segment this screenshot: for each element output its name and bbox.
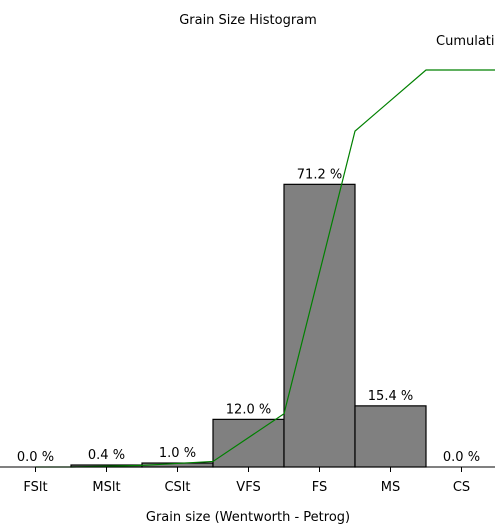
cumulative-legend-label: Cumulati	[436, 34, 495, 49]
x-tick-label: FS	[312, 480, 328, 495]
data-label: 1.0 %	[159, 446, 196, 461]
x-tick-label: VFS	[236, 480, 260, 495]
data-labels-layer: 0.0 % 0.4 % 1.0 % 12.0 % 71.2 % 15.4 % 0.0 %	[17, 167, 480, 465]
x-tick-label: CSlt	[164, 480, 190, 495]
data-label: 15.4 %	[368, 389, 413, 404]
x-axis: FSlt MSlt CSlt VFS FS MS CS	[0, 466, 495, 495]
cumulative-line-layer	[35, 69, 495, 468]
bars-layer	[70, 183, 427, 468]
data-label: 0.4 %	[88, 448, 125, 463]
x-tick-label: FSlt	[23, 480, 47, 495]
x-tick-label: MSlt	[92, 480, 120, 495]
data-label: 0.0 %	[443, 450, 480, 465]
bar-fs	[283, 183, 356, 468]
chart-title: Grain Size Histogram	[179, 13, 317, 28]
data-label: 71.2 %	[297, 167, 342, 182]
x-tick-label: CS	[453, 480, 470, 495]
x-tick-label: MS	[381, 480, 400, 495]
bar-ms	[354, 405, 427, 468]
data-label: 12.0 %	[226, 402, 271, 417]
cumulative-line	[35, 69, 495, 468]
x-axis-title: Grain size (Wentworth - Petrog)	[146, 510, 350, 525]
bar-vfs	[212, 418, 285, 468]
data-label: 0.0 %	[17, 450, 54, 465]
